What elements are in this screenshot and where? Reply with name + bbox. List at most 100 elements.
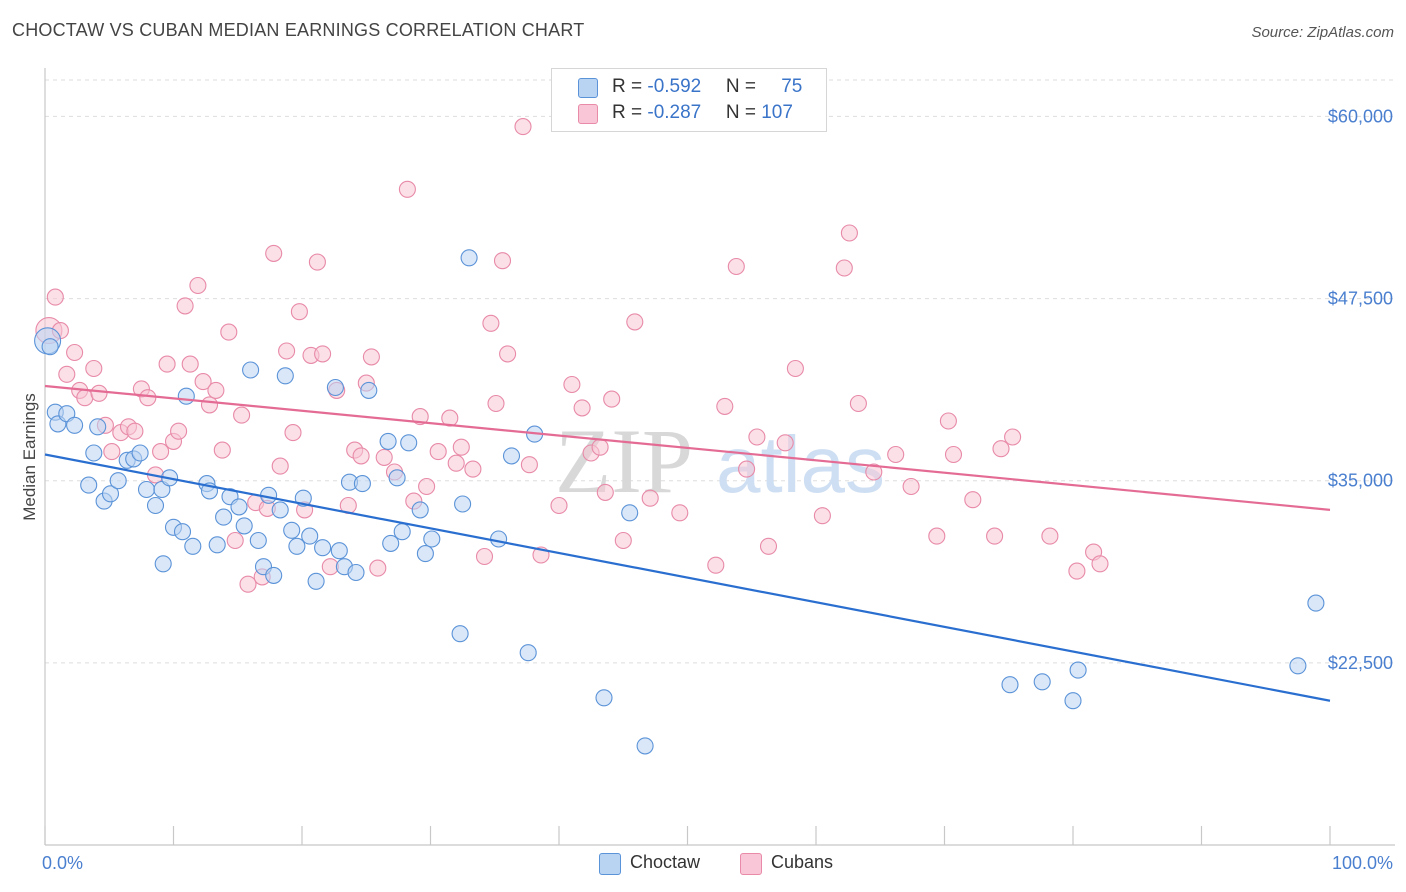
cubans-point — [776, 434, 794, 452]
choctaw-point — [249, 531, 267, 550]
cubans-point — [835, 259, 853, 277]
cubans-point — [189, 276, 207, 295]
choctaw-point — [353, 475, 371, 493]
cubans-point — [66, 343, 84, 362]
choctaw-point — [400, 434, 418, 452]
cubans-point — [986, 527, 1004, 545]
choctaw-trend-line — [44, 453, 1331, 702]
choctaw-point — [242, 361, 260, 379]
choctaw-r-label: R = — [612, 76, 648, 97]
choctaw-point — [388, 469, 406, 487]
cubans-point — [284, 424, 302, 442]
cubans-point — [207, 381, 225, 399]
cubans-point — [902, 477, 920, 496]
cubans-point — [411, 408, 429, 426]
y-tick-label: $60,000 — [1328, 106, 1393, 126]
choctaw-point — [490, 530, 508, 548]
y-tick-label: $22,500 — [1328, 653, 1393, 673]
choctaw-n-value: 75 — [781, 76, 803, 97]
choctaw-point — [1289, 657, 1307, 675]
cubans-point — [573, 399, 591, 417]
cubans-point — [563, 375, 581, 394]
choctaw-point — [265, 566, 283, 584]
cubans-point — [499, 345, 517, 363]
choctaw-n-label: N = — [725, 76, 762, 97]
cubans-point — [487, 394, 505, 413]
choctaw-r-value: -0.592 — [647, 76, 702, 97]
choctaw-point — [80, 476, 98, 494]
choctaw-point — [326, 378, 344, 397]
cubans-point — [90, 384, 108, 402]
cubans-point — [126, 422, 144, 440]
choctaw-points — [34, 249, 1325, 755]
choctaw-point — [288, 537, 306, 555]
cubans-point — [152, 443, 170, 461]
choctaw-point — [595, 689, 613, 707]
choctaw-point — [101, 485, 120, 503]
cubans-point — [865, 463, 883, 481]
cubans-point — [939, 412, 957, 430]
choctaw-point — [154, 555, 172, 573]
cubans-point — [475, 547, 494, 566]
x-tick-label: 100.0% — [1332, 853, 1393, 873]
choctaw-point — [146, 496, 165, 515]
choctaw-point — [379, 432, 397, 450]
choctaw-point — [89, 418, 107, 436]
cubans-point — [176, 297, 194, 315]
y-tick-label: $47,500 — [1328, 289, 1393, 309]
cubans-point — [369, 559, 387, 577]
choctaw-point — [66, 416, 84, 434]
choctaw-point — [1064, 692, 1082, 710]
cubans-n-label: N = — [725, 102, 762, 123]
cubans-point — [58, 365, 76, 383]
cubans-point — [928, 527, 946, 545]
cubans-point — [603, 390, 621, 408]
cubans-point — [233, 406, 251, 424]
cubans-point — [1041, 527, 1059, 545]
choctaw-point — [283, 521, 301, 539]
cubans-point — [840, 224, 858, 242]
cubans-point — [550, 496, 568, 515]
choctaw-point — [314, 539, 332, 557]
cubans-point — [429, 443, 447, 461]
cubans-point — [452, 438, 470, 456]
cubans-point — [748, 428, 766, 446]
cubans-point — [641, 489, 659, 507]
cubans-point — [213, 441, 231, 459]
cubans-point — [591, 438, 609, 456]
cubans-point — [707, 556, 725, 574]
cubans-point — [626, 313, 644, 331]
choctaw-point — [137, 480, 156, 499]
cubans-point — [716, 397, 734, 415]
cubans-point — [375, 448, 393, 466]
choctaw-point — [451, 625, 469, 643]
cubans-points — [35, 118, 1109, 593]
axes — [44, 68, 1395, 846]
cubans-point — [447, 454, 465, 472]
cubans-point — [520, 456, 538, 474]
cubans-r-value: -0.287 — [647, 102, 702, 123]
cubans-point — [738, 460, 756, 478]
choctaw-point — [173, 523, 192, 541]
cubans-point — [759, 537, 778, 555]
choctaw-point — [502, 447, 521, 465]
cubans-point — [271, 457, 289, 475]
cubans-point — [493, 252, 512, 270]
cubans-point — [887, 445, 905, 464]
trend-lines — [44, 384, 1331, 702]
cubans-point — [671, 504, 689, 522]
choctaw-point — [271, 501, 289, 519]
cubans-swatch — [578, 104, 598, 124]
x-tick-label: 0.0% — [42, 853, 83, 873]
cubans-point — [76, 389, 94, 407]
choctaw-point — [411, 501, 429, 519]
cubans-r-label: R = — [612, 102, 648, 123]
cubans-point — [813, 507, 831, 525]
choctaw-point — [1001, 676, 1019, 694]
tick-labels: $22,500 $35,000 $47,500 $60,000 0.0% 100.0% — [42, 106, 1393, 873]
cubans-point — [194, 373, 212, 391]
cubans-point — [85, 359, 103, 378]
cubans-point — [181, 355, 199, 373]
choctaw-point — [85, 444, 103, 462]
cubans-point — [992, 440, 1010, 458]
